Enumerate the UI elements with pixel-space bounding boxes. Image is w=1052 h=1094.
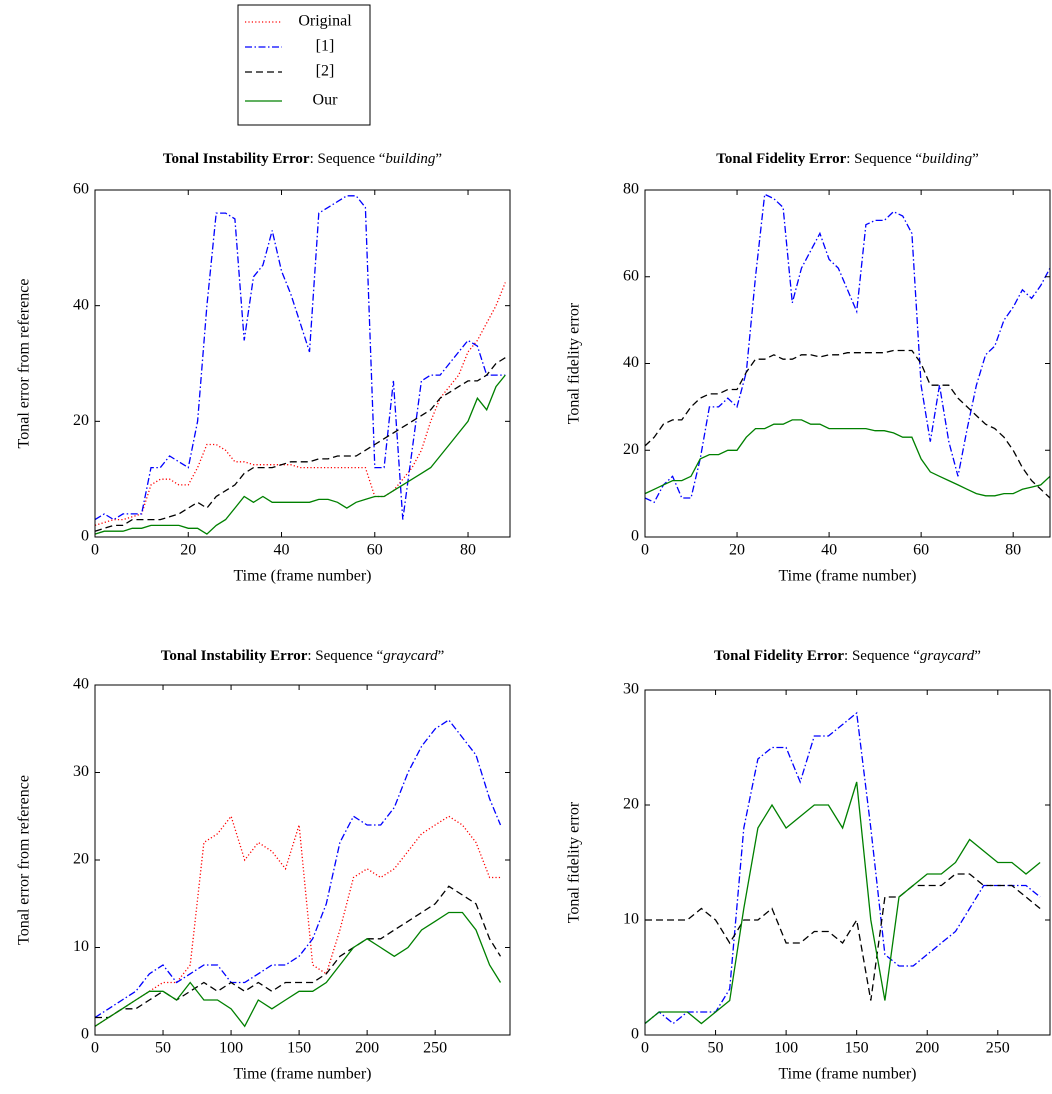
- series-line: [94, 374, 506, 535]
- series-line: [95, 885, 502, 1019]
- series-line: [644, 781, 1041, 1025]
- x-tick-label: 0: [91, 542, 99, 559]
- x-tick-label: 40: [821, 542, 837, 559]
- x-tick-label: 80: [1005, 542, 1021, 559]
- x-tick-label: 0: [641, 1040, 649, 1057]
- y-tick-label: 0: [631, 528, 639, 545]
- y-tick-label: 10: [623, 911, 639, 928]
- x-tick-label: 150: [845, 1040, 869, 1057]
- plot-frame: [94, 684, 511, 1036]
- legend-label: Our: [313, 92, 339, 109]
- legend-label: [2]: [316, 63, 335, 80]
- x-axis-label: Time (frame number): [233, 1066, 371, 1083]
- x-tick-label: 150: [287, 1040, 311, 1057]
- series-line: [94, 719, 502, 1019]
- y-axis-label: Tonal fidelity error: [566, 302, 583, 424]
- x-tick-label: 0: [641, 542, 649, 559]
- x-axis-label: Time (frame number): [778, 1066, 916, 1083]
- plot-frame: [94, 189, 511, 538]
- series-line: [644, 349, 1051, 499]
- y-tick-label: 60: [623, 267, 639, 284]
- y-tick-label: 20: [623, 796, 639, 813]
- chart-title: Tonal Fidelity Error: Sequence “graycard…: [714, 648, 981, 664]
- series-line: [645, 873, 1041, 1001]
- legend-box: [237, 4, 371, 126]
- x-tick-label: 250: [423, 1040, 447, 1057]
- chart-title: Tonal Fidelity Error: Sequence “building…: [716, 151, 979, 167]
- y-tick-label: 60: [73, 181, 89, 198]
- legend-label: [1]: [316, 38, 335, 55]
- y-tick-label: 20: [73, 851, 89, 868]
- y-tick-label: 0: [81, 1026, 89, 1043]
- y-tick-label: 0: [81, 528, 89, 545]
- y-tick-label: 0: [631, 1026, 639, 1043]
- x-tick-label: 200: [355, 1040, 379, 1057]
- y-tick-label: 30: [73, 763, 89, 780]
- x-tick-label: 200: [915, 1040, 939, 1057]
- y-axis-label: Tonal fidelity error: [566, 801, 583, 923]
- y-tick-label: 40: [73, 676, 89, 693]
- x-tick-label: 250: [986, 1040, 1010, 1057]
- legend-label: Original: [298, 13, 352, 30]
- plot-frame: [644, 689, 1051, 1036]
- series-line: [644, 193, 1051, 504]
- x-tick-label: 100: [219, 1040, 243, 1057]
- y-tick-label: 20: [623, 441, 639, 458]
- chart-title: Tonal Instability Error: Sequence “grayc…: [161, 648, 445, 664]
- x-tick-label: 20: [729, 542, 745, 559]
- y-axis-label: Tonal error from reference: [16, 775, 33, 945]
- x-tick-label: 60: [367, 542, 383, 559]
- y-axis-label: Tonal error from reference: [16, 279, 33, 449]
- y-tick-label: 40: [73, 296, 89, 313]
- chart-title: Tonal Instability Error: Sequence “build…: [163, 151, 442, 167]
- y-tick-label: 40: [623, 354, 639, 371]
- y-tick-label: 80: [623, 181, 639, 198]
- x-axis-label: Time (frame number): [233, 568, 371, 585]
- plot-frame: [644, 189, 1051, 538]
- x-tick-label: 80: [460, 542, 476, 559]
- series-line: [94, 911, 502, 1028]
- x-tick-label: 50: [155, 1040, 171, 1057]
- series-line: [94, 814, 501, 1027]
- series-line: [644, 419, 1051, 497]
- series-line: [94, 357, 506, 532]
- x-axis-label: Time (frame number): [778, 568, 916, 585]
- x-tick-label: 50: [708, 1040, 724, 1057]
- series-line: [94, 282, 506, 527]
- y-tick-label: 20: [73, 412, 89, 429]
- x-tick-label: 20: [180, 542, 196, 559]
- series-line: [94, 195, 506, 521]
- x-tick-label: 40: [274, 542, 290, 559]
- x-tick-label: 60: [913, 542, 929, 559]
- x-tick-label: 100: [774, 1040, 798, 1057]
- x-tick-label: 0: [91, 1040, 99, 1057]
- y-tick-label: 10: [73, 938, 89, 955]
- y-tick-label: 30: [623, 681, 639, 698]
- series-line: [644, 711, 1041, 1025]
